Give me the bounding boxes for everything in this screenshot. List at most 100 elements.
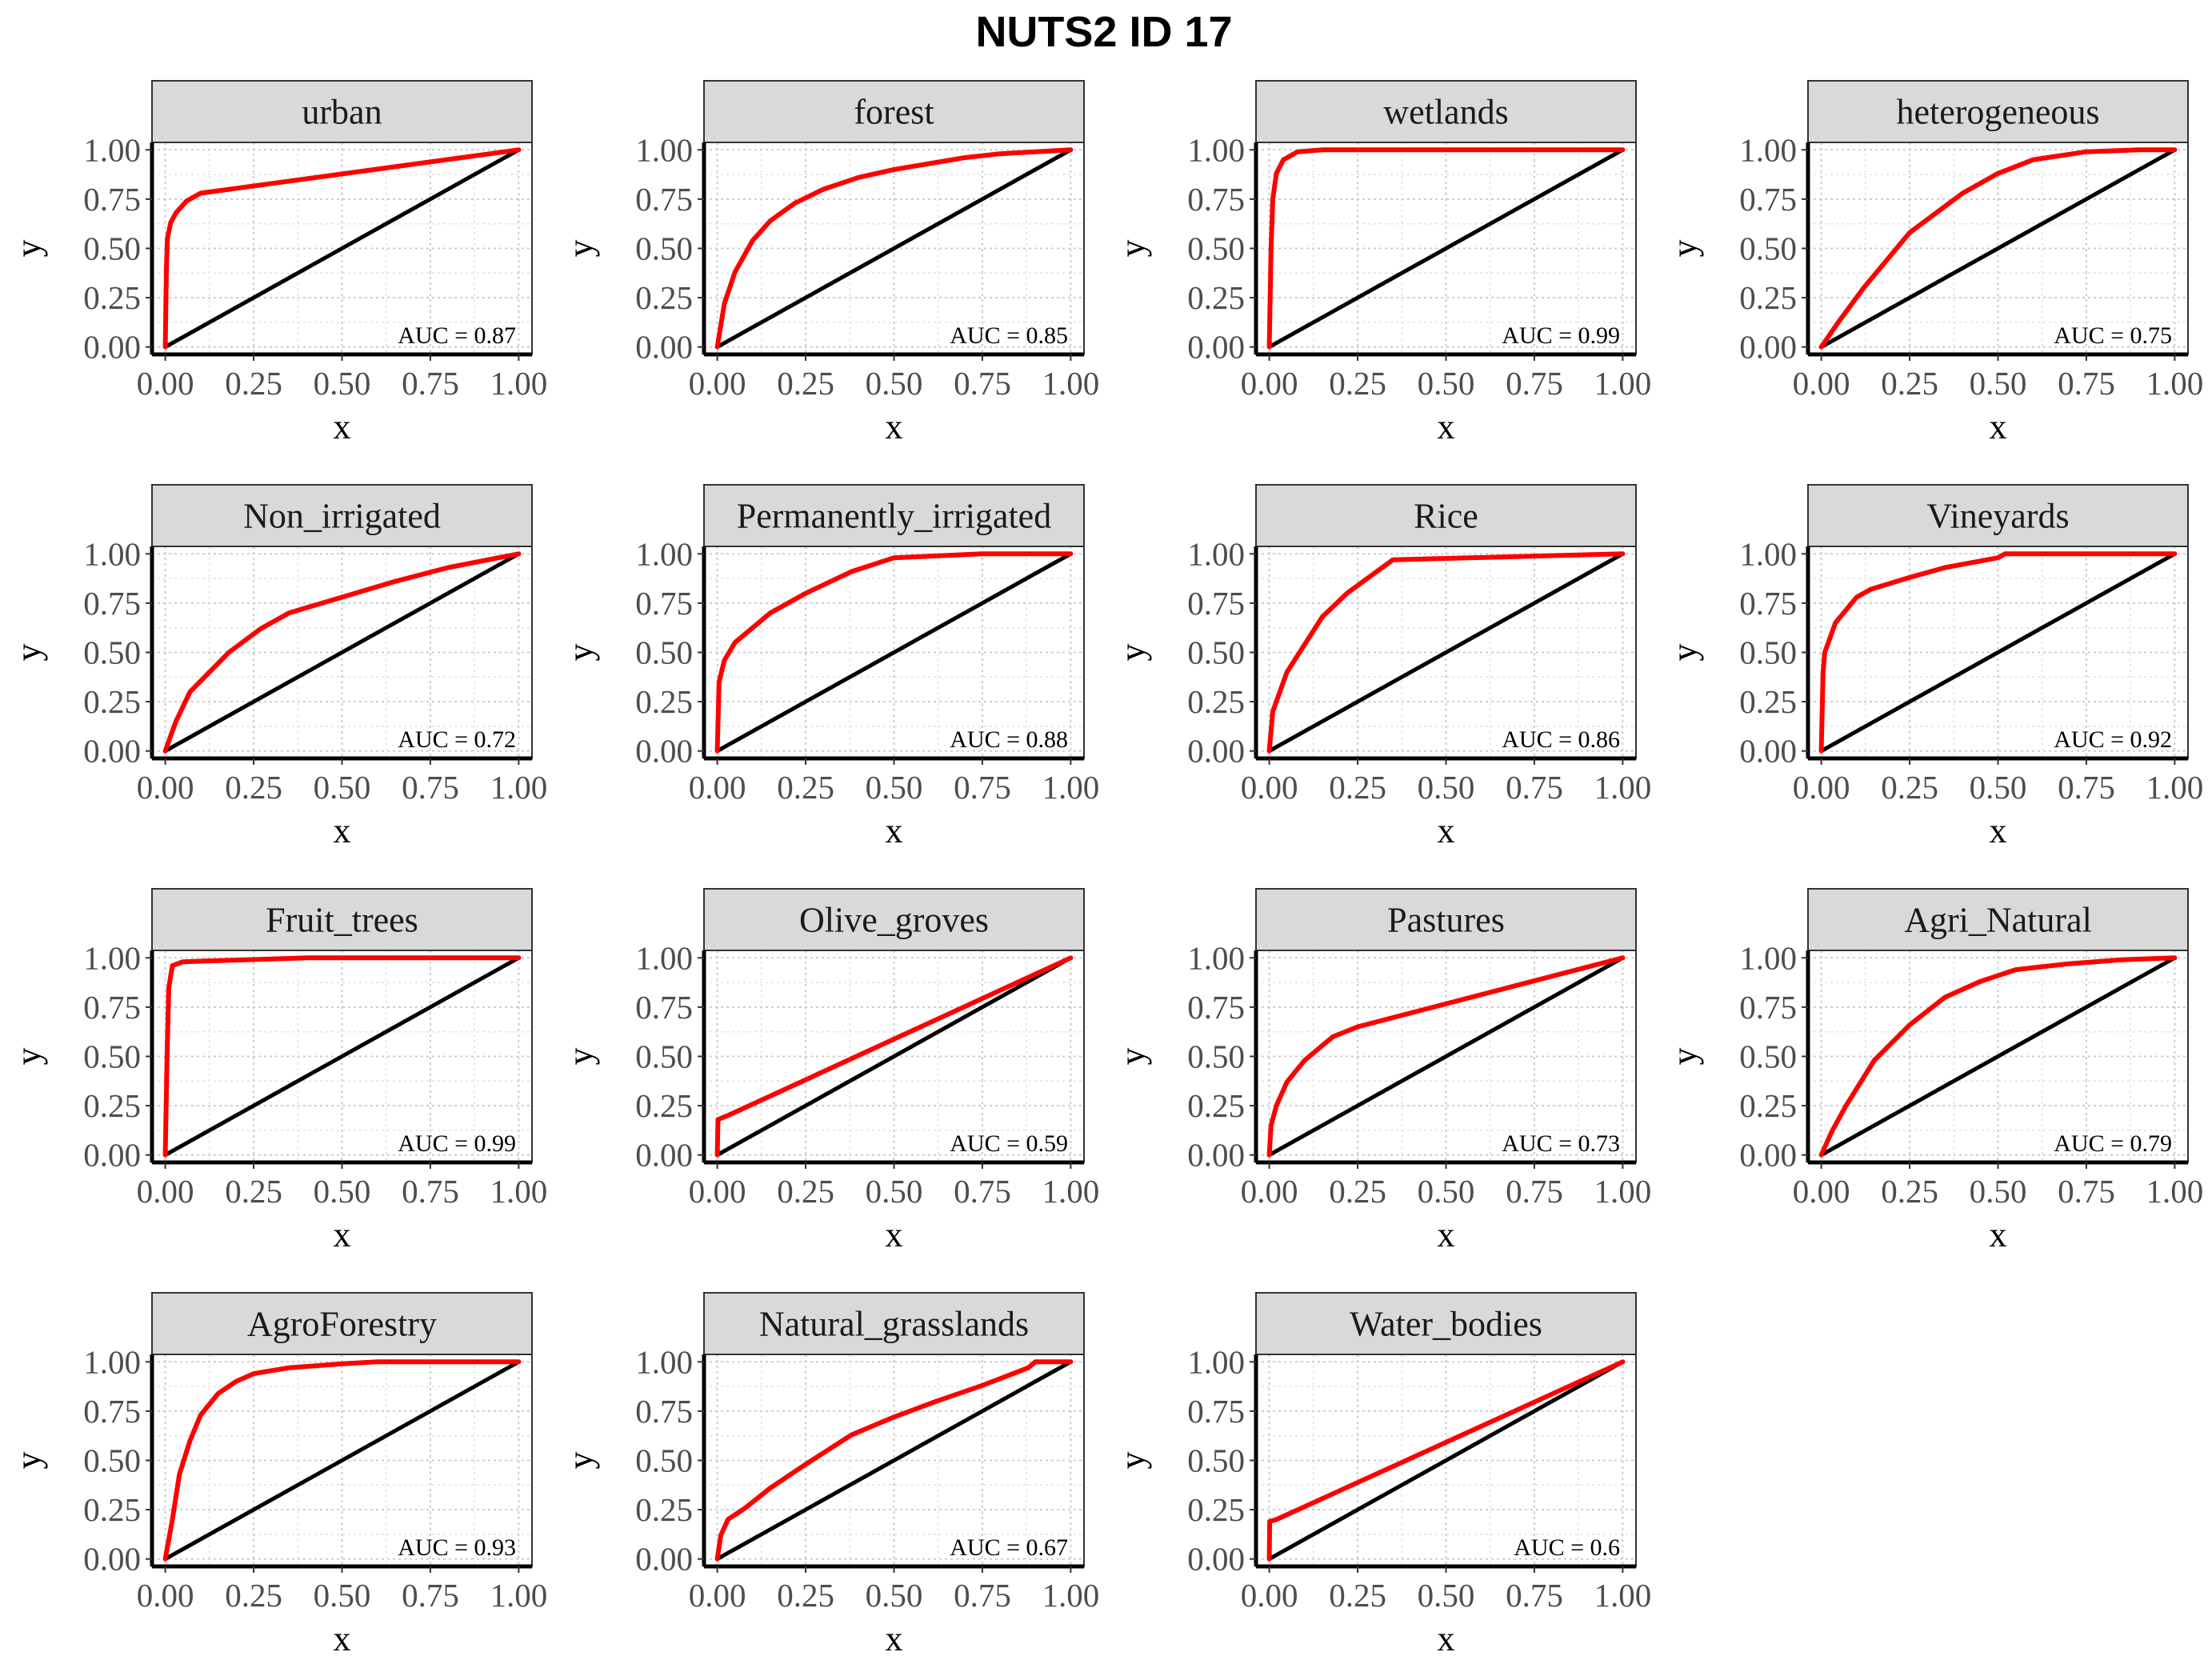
y-tick-label: 1.00 <box>1187 939 1245 976</box>
y-axis-title: y <box>9 1452 48 1470</box>
y-tick-label: 0.25 <box>1187 279 1245 316</box>
y-axis-title: y <box>1113 644 1152 662</box>
x-axis-title: x <box>886 407 903 446</box>
y-axis-title: y <box>9 240 48 258</box>
y-tick-label: 0.25 <box>83 279 141 316</box>
x-axis-title: x <box>334 1619 351 1658</box>
y-tick-label: 0.50 <box>83 1442 141 1479</box>
y-tick-label: 0.00 <box>83 1541 141 1578</box>
x-tick-label: 0.00 <box>137 769 194 806</box>
y-tick-label: 0.50 <box>635 634 693 671</box>
x-axis-title: x <box>334 811 351 850</box>
facet-strip-label: Olive_groves <box>799 901 989 940</box>
auc-label: AUC = 0.86 <box>1502 726 1620 753</box>
facet-strip <box>703 484 1085 547</box>
y-tick-label: 0.00 <box>1187 733 1245 770</box>
y-tick-label: 0.50 <box>635 230 693 267</box>
y-axis-title: y <box>561 1452 600 1470</box>
y-tick-label: 0.25 <box>635 1087 693 1124</box>
x-tick-label: 1.00 <box>1042 1577 1100 1614</box>
x-tick-label: 0.75 <box>2058 1173 2115 1210</box>
reference-diagonal-line <box>163 147 521 350</box>
x-axis-title: x <box>886 1619 903 1658</box>
facet-strip-label: Permanently_irrigated <box>737 497 1051 536</box>
x-tick-label: 0.75 <box>954 769 1011 806</box>
x-axis-title: x <box>1438 1215 1455 1254</box>
reference-diagonal-line <box>1819 955 2177 1158</box>
x-tick-label: 0.25 <box>225 769 282 806</box>
x-tick-label: 0.75 <box>1506 365 1563 402</box>
y-tick-label: 1.00 <box>1739 535 1797 572</box>
figure-title: NUTS2 ID 17 <box>975 8 1232 56</box>
y-tick-label: 0.25 <box>635 1491 693 1528</box>
x-tick-label: 0.75 <box>402 769 459 806</box>
x-tick-label: 1.00 <box>1594 1577 1652 1614</box>
roc-curve-line <box>162 1359 522 1562</box>
y-tick-label: 0.50 <box>83 634 141 671</box>
x-tick-label: 1.00 <box>1042 769 1100 806</box>
y-tick-label: 0.75 <box>83 181 141 218</box>
reference-diagonal-line <box>1819 147 2177 350</box>
y-tick-label: 1.00 <box>83 131 141 168</box>
y-tick-label: 1.00 <box>635 1343 693 1380</box>
auc-label: AUC = 0.79 <box>2054 1130 2172 1157</box>
x-tick-label: 0.00 <box>1793 1173 1850 1210</box>
y-tick-label: 0.75 <box>83 1393 141 1430</box>
facet-strip <box>1255 484 1637 547</box>
facet-strip-label: Natural_grasslands <box>759 1305 1029 1344</box>
y-tick-label: 0.00 <box>1739 329 1797 366</box>
facet-strip-label: urban <box>302 93 382 132</box>
reference-diagonal-line <box>163 1359 521 1562</box>
auc-label: AUC = 0.6 <box>1514 1534 1620 1561</box>
y-tick-label: 1.00 <box>635 939 693 976</box>
facet-panel: Pastures AUC = 0.73 0.000.00 0.25 0.25 0.50 0.… <box>1113 888 1651 1254</box>
x-tick-label: 0.50 <box>1970 1173 2027 1210</box>
facet-panel: Vineyards AUC = 0.92 0.000.00 0.25 0.25 0.50 0… <box>1665 484 2204 850</box>
auc-label: AUC = 0.92 <box>2054 726 2172 753</box>
y-tick-label: 1.00 <box>635 131 693 168</box>
reference-diagonal-line <box>715 147 1073 350</box>
y-tick-label: 0.75 <box>635 1393 693 1430</box>
y-tick-label: 0.00 <box>635 329 693 366</box>
y-tick-label: 0.50 <box>635 1442 693 1479</box>
x-axis-title: x <box>1438 1619 1455 1658</box>
x-tick-label: 0.00 <box>137 1577 194 1614</box>
y-tick-label: 1.00 <box>83 535 141 572</box>
x-tick-label: 0.75 <box>954 1173 1011 1210</box>
x-tick-label: 0.75 <box>402 365 459 402</box>
reference-diagonal-line <box>163 551 521 754</box>
facet-strip-label: Water_bodies <box>1350 1305 1542 1344</box>
y-tick-label: 0.75 <box>1187 181 1245 218</box>
reference-diagonal-line <box>715 955 1073 1158</box>
x-tick-label: 1.00 <box>490 365 548 402</box>
auc-label: AUC = 0.99 <box>1502 322 1620 349</box>
facet-strip <box>1255 1292 1637 1355</box>
x-axis-title: x <box>1990 811 2007 850</box>
facet-panel: wetlands AUC = 0.99 0.000.00 0.25 0.25 0.50 0.… <box>1113 80 1651 446</box>
roc-curve-line <box>714 955 1074 1158</box>
facet-strip <box>703 1292 1085 1355</box>
y-tick-label: 1.00 <box>1187 535 1245 572</box>
x-tick-label: 0.50 <box>314 1577 371 1614</box>
y-axis-title: y <box>1665 240 1704 258</box>
facet-panel: heterogeneous AUC = 0.75 0.000.00 0.25 0.25 0… <box>1665 80 2204 446</box>
x-tick-label: 0.50 <box>866 365 923 402</box>
y-tick-label: 1.00 <box>83 1343 141 1380</box>
facet-strip-label: Rice <box>1414 497 1478 536</box>
y-tick-label: 0.00 <box>1739 733 1797 770</box>
x-tick-label: 0.50 <box>1970 769 2027 806</box>
y-tick-label: 1.00 <box>1187 131 1245 168</box>
x-tick-label: 0.25 <box>1329 1577 1386 1614</box>
reference-diagonal-line <box>1267 551 1625 754</box>
x-tick-label: 1.00 <box>2146 365 2204 402</box>
x-tick-label: 0.00 <box>137 1173 194 1210</box>
x-tick-label: 1.00 <box>2146 769 2204 806</box>
y-tick-label: 0.75 <box>83 585 141 622</box>
auc-label: AUC = 0.75 <box>2054 322 2172 349</box>
facet-panel: Water_bodies AUC = 0.6 0.000.00 0.25 0.25 0.5… <box>1113 1292 1652 1658</box>
x-tick-label: 0.50 <box>1970 365 2027 402</box>
y-tick-label: 1.00 <box>1739 939 1797 976</box>
auc-label: AUC = 0.73 <box>1502 1130 1620 1157</box>
x-tick-label: 0.50 <box>866 1577 923 1614</box>
